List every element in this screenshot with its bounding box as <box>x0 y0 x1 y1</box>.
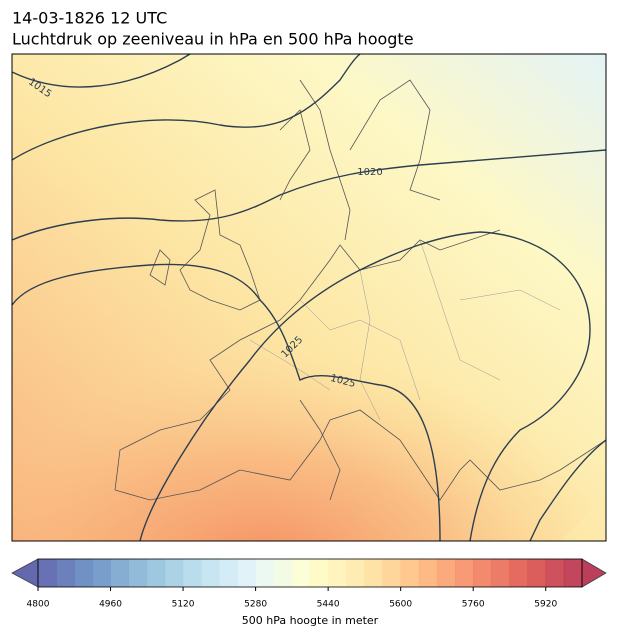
colorbar-segment <box>563 559 583 587</box>
colorbar-tick-label: 5920 <box>534 600 557 610</box>
colorbar-frame <box>37 558 583 588</box>
colorbar: 4800 4960 5120 5280 5440 5600 5760 5920 <box>11 558 607 610</box>
country-borders <box>249 239 561 421</box>
colorbar-segment <box>455 559 474 587</box>
colorbar-extend-high <box>581 558 607 588</box>
colorbar-tick-label: 5760 <box>462 600 485 610</box>
colorbar-segment <box>110 559 129 587</box>
colorbar-segment <box>237 559 256 587</box>
colorbar-segment <box>400 559 420 587</box>
colorbar-tick-label: 4960 <box>99 600 122 610</box>
colorbar-segment <box>164 559 184 587</box>
coastline <box>114 79 606 501</box>
colorbar-segment <box>382 559 401 587</box>
isobar <box>12 263 441 541</box>
map <box>12 54 606 541</box>
colorbar-tick-label: 5120 <box>172 600 195 610</box>
title-line2: Luchtdruk op zeeniveau in hPa en 500 hPa… <box>12 30 414 49</box>
colorbar-segment <box>509 559 528 587</box>
colorbar-extend-low <box>11 558 39 588</box>
colorbar-tick-label: 4800 <box>27 600 50 610</box>
isobar <box>139 231 591 541</box>
colorbar-tick-label: 5440 <box>317 600 340 610</box>
colorbar-segment <box>291 559 311 587</box>
colorbar-segment <box>346 559 365 587</box>
colorbar-segment <box>38 559 57 587</box>
colorbar-segment <box>74 559 93 587</box>
colorbar-segment <box>183 559 202 587</box>
colorbar-segment <box>146 559 166 587</box>
warm-field <box>12 240 606 541</box>
colorbar-segment <box>128 559 148 587</box>
colorbar-segment <box>527 559 547 587</box>
colorbar-segment <box>255 559 275 587</box>
colorbar-tick-label: 5600 <box>389 600 412 610</box>
colorbar-segment <box>545 559 565 587</box>
colorbar-tick-label: 5280 <box>244 600 267 610</box>
colorbar-segment <box>328 559 347 587</box>
colorbar-segment <box>273 559 293 587</box>
colorbar-segment <box>219 559 238 587</box>
title-line1: 14-03-1826 12 UTC <box>12 9 167 28</box>
colorbar-label: 500 hPa hoogte in meter <box>242 614 379 627</box>
colorbar-segment <box>436 559 456 587</box>
colorbar-segment <box>418 559 438 587</box>
isobar <box>529 439 606 541</box>
map-frame <box>11 53 607 542</box>
colorbar-segment <box>310 559 329 587</box>
colorbar-segment <box>56 559 75 587</box>
isobar-label: 1020 <box>357 167 382 178</box>
isobar <box>12 149 606 241</box>
colorbar-segment <box>201 559 220 587</box>
colorbar-segment <box>364 559 383 587</box>
colorbar-segment <box>92 559 111 587</box>
isobar <box>12 54 361 161</box>
isobar <box>12 54 191 88</box>
colorbar-segment <box>473 559 492 587</box>
colorbar-segment <box>491 559 510 587</box>
